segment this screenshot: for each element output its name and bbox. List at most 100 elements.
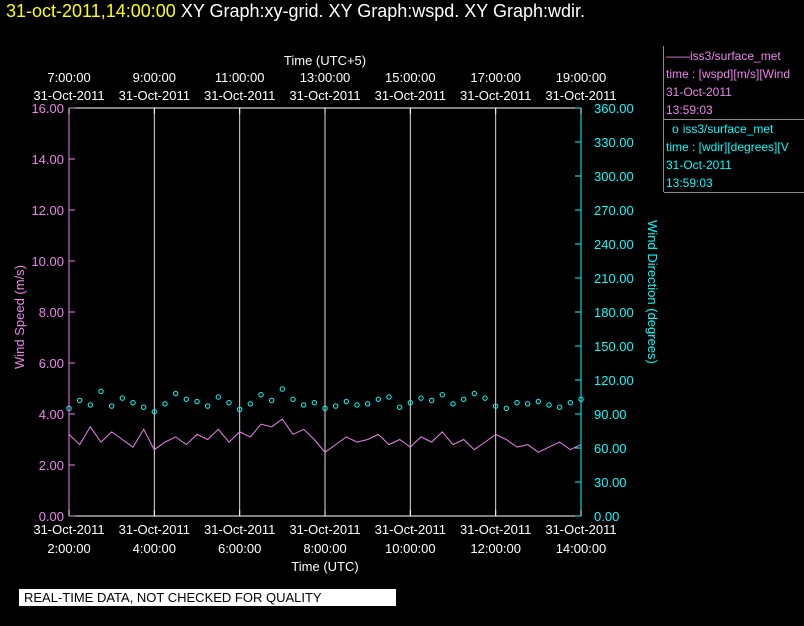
- left-axis-title: Wind Speed (m/s): [12, 265, 27, 369]
- left-axis-tick-label: 0.00: [39, 509, 64, 524]
- wind-direction-point: [503, 405, 510, 412]
- right-axis-tick-label: 150.00: [594, 339, 634, 354]
- top-axis-tick-time: 15:00:00: [385, 70, 436, 85]
- title-graph-list: XY Graph:xy-grid. XY Graph:wspd. XY Grap…: [180, 1, 586, 21]
- vertical-gridlines: [153, 108, 497, 516]
- bottom-axis-tick-time: 8:00:00: [303, 541, 346, 556]
- wind-direction-point: [546, 402, 552, 408]
- wind-direction-point: [226, 399, 232, 406]
- wind-direction-point: [151, 409, 158, 415]
- top-axis-tick-time: 9:00:00: [133, 70, 176, 85]
- wind-direction-point: [396, 404, 403, 410]
- legend-date: 31-Oct-2011: [666, 158, 732, 172]
- legend-line-swatch: ——: [666, 49, 690, 63]
- wind-direction-point: [119, 395, 126, 401]
- legend-variable: time : [wdir][degrees][V: [666, 140, 789, 154]
- bottom-axis-tick-time: 4:00:00: [133, 541, 176, 556]
- left-axis-tick-label: 8.00: [39, 305, 64, 320]
- right-axis-tick-label: 0.00: [594, 509, 619, 524]
- top-axis-tick-date: 31-Oct-2011: [375, 88, 446, 103]
- wind-direction-point: [311, 399, 318, 406]
- bottom-axis-tick-time: 14:00:00: [556, 541, 607, 556]
- wind-direction-point: [332, 403, 339, 409]
- wind-direction-point: [290, 396, 296, 402]
- legend-separator: [664, 192, 804, 193]
- top-axis-tick-date: 31-Oct-2011: [289, 88, 360, 103]
- wind-direction-point: [247, 401, 254, 407]
- left-axis-tick-label: 2.00: [39, 458, 64, 473]
- right-axis-tick-label: 120.00: [594, 373, 634, 388]
- legend-divider: [663, 46, 664, 192]
- wind-direction-point: [375, 396, 382, 402]
- wind-direction-point: [524, 401, 531, 407]
- right-axis-tick-label: 240.00: [594, 237, 634, 252]
- right-axis-tick-label: 330.00: [594, 135, 634, 150]
- wind-direction-point: [204, 403, 211, 409]
- wind-direction-point: [492, 403, 499, 409]
- wind-direction-point: [130, 399, 136, 406]
- axes: Time (UTC+5) 7:00:00 31-Oct-2011 9:00:00 31-…: [12, 53, 660, 574]
- wind-direction-point: [258, 392, 264, 398]
- wind-direction-point: [460, 396, 467, 402]
- wind-direction-point: [140, 404, 147, 410]
- top-axis-tick-date: 31-Oct-2011: [545, 88, 616, 103]
- left-axis-tick-label: 12.00: [31, 203, 64, 218]
- wind-direction-point: [386, 394, 392, 400]
- top-axis-tick-date: 31-Oct-2011: [204, 88, 275, 103]
- wind-direction-point: [322, 405, 328, 412]
- left-axis-tick-label: 14.00: [31, 152, 64, 167]
- wind-direction-point: [76, 397, 83, 404]
- bottom-axis-tick-time: 6:00:00: [218, 541, 261, 556]
- bottom-axis-tick-time: 10:00:00: [385, 541, 436, 556]
- wind-direction-point: [343, 398, 350, 405]
- wind-direction-point: [236, 406, 243, 413]
- wind-direction-point: [428, 397, 435, 404]
- right-axis-tick-label: 90.00: [594, 407, 627, 422]
- wind-direction-point: [407, 399, 414, 406]
- legend-source: iss3/surface_met: [690, 49, 781, 63]
- wind-direction-point: [108, 403, 115, 409]
- legend-entry-wspd[interactable]: ——iss3/surface_met time : [wspd][m/s][Wi…: [666, 47, 804, 119]
- wind-direction-point: [418, 395, 424, 401]
- wind-direction-point: [514, 399, 520, 406]
- wind-direction-point: [215, 394, 222, 400]
- top-axis-tick-time: 17:00:00: [470, 70, 521, 85]
- wind-direction-point: [300, 402, 307, 408]
- wind-speed-line: [68, 418, 582, 453]
- bottom-axis-tick-date: 31-Oct-2011: [204, 522, 275, 537]
- bottom-axis-tick-date: 31-Oct-2011: [375, 522, 446, 537]
- legend-source: iss3/surface_met: [682, 122, 774, 136]
- right-axis-tick-label: 270.00: [594, 203, 634, 218]
- wind-direction-point: [194, 398, 200, 405]
- title-timestamp: 31-oct-2011,14:00:00: [6, 1, 176, 21]
- left-axis-tick-label: 10.00: [31, 254, 64, 269]
- legend-separator: [664, 119, 804, 120]
- right-axis-tick-label: 300.00: [594, 169, 634, 184]
- wind-direction-point: [556, 404, 563, 410]
- wind-direction-point: [183, 396, 190, 402]
- wind-direction-point: [279, 386, 286, 392]
- legend-time: 13:59:03: [666, 176, 713, 190]
- right-axis-tick-label: 30.00: [594, 475, 627, 490]
- quality-warning-banner: REAL-TIME DATA, NOT CHECKED FOR QUALITY: [19, 589, 396, 606]
- wind-direction-point: [439, 392, 446, 398]
- bottom-axis-tick-date: 31-Oct-2011: [545, 522, 616, 537]
- top-axis-tick-date: 31-Oct-2011: [33, 88, 104, 103]
- bottom-axis-tick-date: 31-Oct-2011: [460, 522, 531, 537]
- legend-date: 31-Oct-2011: [666, 85, 732, 99]
- bottom-axis-tick-time: 12:00:00: [470, 541, 521, 556]
- wind-direction-point: [567, 399, 574, 406]
- wind-direction-point: [354, 402, 360, 408]
- left-axis-tick-label: 4.00: [39, 407, 64, 422]
- wind-direction-point: [172, 390, 179, 397]
- top-axis-title: Time (UTC+5): [284, 53, 366, 68]
- legend-time: 13:59:03: [666, 103, 713, 117]
- right-axis-tick-label: 360.00: [594, 101, 634, 116]
- top-axis-tick-date: 31-Oct-2011: [119, 88, 190, 103]
- wind-direction-point: [471, 390, 478, 397]
- top-axis-tick-date: 31-Oct-2011: [460, 88, 531, 103]
- bottom-axis-tick-date: 31-Oct-2011: [119, 522, 190, 537]
- graph-title: 31-oct-2011,14:00:00 XY Graph:xy-grid. X…: [6, 1, 585, 22]
- legend-entry-wdir[interactable]: o iss3/surface_met time : [wdir][degrees]…: [666, 120, 804, 192]
